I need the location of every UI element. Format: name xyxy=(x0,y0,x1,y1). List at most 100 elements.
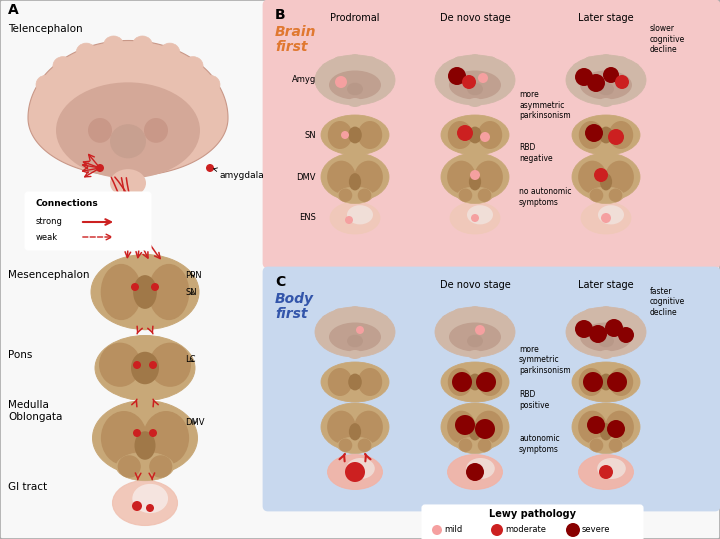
Ellipse shape xyxy=(598,205,624,224)
Text: De novo stage: De novo stage xyxy=(440,280,510,290)
Ellipse shape xyxy=(474,161,503,194)
Text: first: first xyxy=(275,307,307,321)
Ellipse shape xyxy=(321,362,389,402)
Ellipse shape xyxy=(95,335,195,400)
Ellipse shape xyxy=(160,43,180,61)
Ellipse shape xyxy=(630,63,639,71)
Circle shape xyxy=(491,524,503,536)
Ellipse shape xyxy=(350,54,360,62)
Text: DMV: DMV xyxy=(297,172,316,182)
Ellipse shape xyxy=(608,189,622,202)
Ellipse shape xyxy=(36,75,56,94)
Ellipse shape xyxy=(600,423,612,440)
Circle shape xyxy=(575,320,593,338)
Ellipse shape xyxy=(580,322,632,351)
Ellipse shape xyxy=(441,362,509,402)
Text: C: C xyxy=(275,275,285,289)
Ellipse shape xyxy=(110,169,146,197)
Ellipse shape xyxy=(101,264,142,320)
Circle shape xyxy=(457,125,473,141)
Ellipse shape xyxy=(143,411,189,465)
Circle shape xyxy=(448,67,466,85)
Text: SN: SN xyxy=(185,288,197,297)
Ellipse shape xyxy=(441,403,509,451)
Ellipse shape xyxy=(144,118,168,143)
Text: Mesencephalon: Mesencephalon xyxy=(8,270,89,280)
Circle shape xyxy=(475,419,495,439)
Ellipse shape xyxy=(578,454,634,489)
Text: Pons: Pons xyxy=(8,350,32,360)
Ellipse shape xyxy=(572,153,640,201)
Polygon shape xyxy=(28,40,228,176)
Circle shape xyxy=(603,67,619,83)
Ellipse shape xyxy=(91,254,199,329)
Ellipse shape xyxy=(585,309,595,316)
Circle shape xyxy=(345,462,365,482)
Circle shape xyxy=(575,68,593,86)
Ellipse shape xyxy=(322,63,331,71)
FancyBboxPatch shape xyxy=(422,505,643,539)
Ellipse shape xyxy=(315,55,395,105)
Text: Brain: Brain xyxy=(275,25,317,39)
Ellipse shape xyxy=(379,63,388,71)
Text: Prodromal: Prodromal xyxy=(330,13,379,23)
Ellipse shape xyxy=(608,121,633,149)
Text: Later stage: Later stage xyxy=(578,13,634,23)
Circle shape xyxy=(133,429,141,437)
Ellipse shape xyxy=(330,202,380,234)
Ellipse shape xyxy=(328,121,352,149)
Ellipse shape xyxy=(435,307,515,357)
Ellipse shape xyxy=(337,187,373,204)
Text: PPN: PPN xyxy=(185,271,202,280)
Circle shape xyxy=(470,170,480,180)
Ellipse shape xyxy=(358,368,382,396)
Circle shape xyxy=(607,420,625,438)
Ellipse shape xyxy=(617,309,627,316)
Ellipse shape xyxy=(478,121,503,149)
Ellipse shape xyxy=(600,173,612,190)
Ellipse shape xyxy=(469,173,481,190)
Ellipse shape xyxy=(149,343,191,387)
Ellipse shape xyxy=(454,57,464,64)
Circle shape xyxy=(466,463,484,481)
Ellipse shape xyxy=(499,63,508,71)
Ellipse shape xyxy=(338,439,352,452)
Ellipse shape xyxy=(486,309,496,316)
Ellipse shape xyxy=(617,57,627,64)
Ellipse shape xyxy=(366,57,376,64)
Ellipse shape xyxy=(449,71,501,100)
Circle shape xyxy=(583,372,603,392)
Ellipse shape xyxy=(572,362,640,402)
Ellipse shape xyxy=(92,400,197,475)
Ellipse shape xyxy=(499,315,508,323)
Ellipse shape xyxy=(447,161,476,194)
Ellipse shape xyxy=(347,83,363,95)
Ellipse shape xyxy=(457,437,492,454)
Ellipse shape xyxy=(349,423,361,440)
Circle shape xyxy=(608,129,624,145)
Ellipse shape xyxy=(459,439,472,452)
Ellipse shape xyxy=(467,205,493,224)
Ellipse shape xyxy=(585,57,595,64)
Ellipse shape xyxy=(579,368,603,396)
Text: Lewy pathology: Lewy pathology xyxy=(489,509,576,519)
Text: De novo stage: De novo stage xyxy=(440,13,510,23)
Ellipse shape xyxy=(76,43,96,61)
Circle shape xyxy=(471,214,479,222)
Ellipse shape xyxy=(53,57,73,75)
Ellipse shape xyxy=(566,307,646,357)
Circle shape xyxy=(131,283,139,291)
Ellipse shape xyxy=(358,121,382,149)
Ellipse shape xyxy=(572,63,582,71)
Ellipse shape xyxy=(470,54,480,62)
Ellipse shape xyxy=(183,57,203,75)
Ellipse shape xyxy=(566,55,646,105)
Ellipse shape xyxy=(590,439,603,452)
Ellipse shape xyxy=(347,205,373,224)
Text: Body: Body xyxy=(275,292,314,306)
Ellipse shape xyxy=(606,411,634,443)
Text: DMV: DMV xyxy=(185,418,204,427)
Ellipse shape xyxy=(469,423,481,440)
Ellipse shape xyxy=(338,189,352,202)
Ellipse shape xyxy=(328,454,382,489)
